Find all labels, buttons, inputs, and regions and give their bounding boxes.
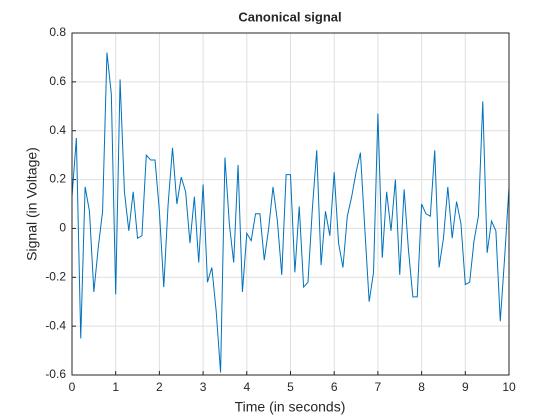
y-tick-label: 0.4 [49,123,66,137]
y-tick-label: 0.6 [49,74,66,88]
x-tick-label: 0 [69,380,76,394]
y-tick-label: -0.2 [45,269,66,283]
x-tick-label: 10 [502,380,516,394]
axes-box [71,32,510,376]
y-tick-label: -0.6 [45,367,66,381]
y-tick-label: 0.2 [49,172,66,186]
x-tick-label: 7 [375,380,382,394]
x-tick-label: 1 [112,380,119,394]
x-tick-label: 3 [200,380,207,394]
x-axis-label: Time (in seconds) [235,399,346,415]
x-tick-label: 9 [462,380,469,394]
y-tick-label: 0 [59,221,66,235]
y-tick-label: -0.4 [45,318,66,332]
x-tick-label: 4 [243,380,250,394]
x-tick-label: 5 [287,380,294,394]
chart-title: Canonical signal [238,9,341,24]
signal-line [71,52,510,373]
x-tick-label: 2 [156,380,163,394]
y-axis-label: Signal (in Voltage) [24,147,40,261]
x-tick-label: 8 [418,380,425,394]
x-tick-label: 6 [331,380,338,394]
y-tick-label: 0.8 [49,25,66,39]
